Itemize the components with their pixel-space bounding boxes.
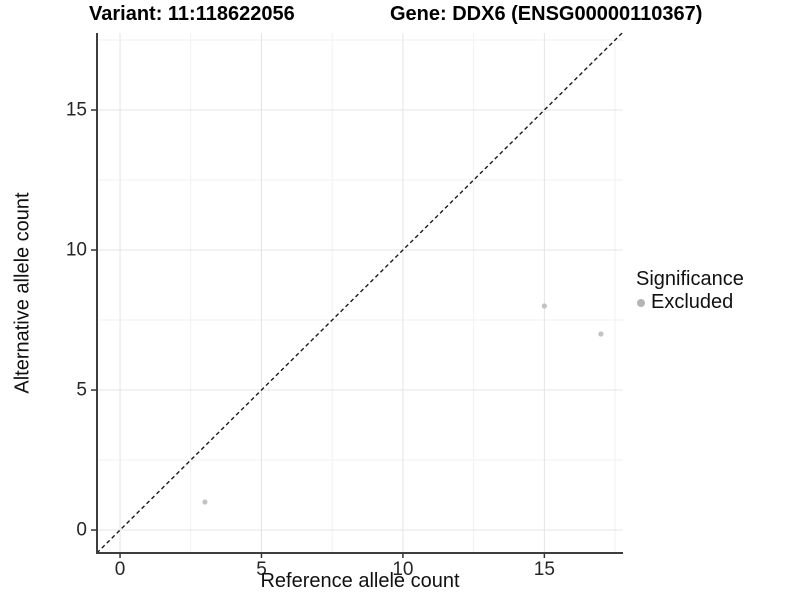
legend: Significance Excluded <box>636 268 744 314</box>
legend-item-label: Excluded <box>651 291 734 313</box>
legend-item-excluded: Excluded <box>637 291 744 314</box>
variant-title: Variant: 11:118622056 <box>89 3 295 25</box>
plot-panel: 0 5 10 15 0 5 10 15 <box>66 32 623 580</box>
data-point-excluded <box>202 499 208 505</box>
y-tick-label: 15 <box>66 100 87 121</box>
gene-title: Gene: DDX6 (ENSG00000110367) <box>390 3 703 25</box>
x-axis-title: Reference allele count <box>260 570 460 592</box>
y-axis-title: Alternative allele count <box>11 192 34 394</box>
y-tick-label: 0 <box>76 520 87 541</box>
x-tick-label: 5 <box>256 559 267 580</box>
legend-title: Significance <box>636 268 744 290</box>
x-tick-label: 0 <box>115 559 126 580</box>
x-tick-label: 15 <box>534 559 555 580</box>
excluded-point-icon <box>637 298 645 307</box>
x-tick-label: 10 <box>392 559 413 580</box>
data-point-excluded <box>541 303 547 309</box>
y-tick-label: 5 <box>76 380 87 401</box>
identity-reference-line <box>96 32 623 554</box>
y-tick-label: 10 <box>66 240 87 261</box>
plot-area-svg: 0 5 10 15 0 5 10 15 <box>66 32 623 580</box>
data-point-excluded <box>598 331 604 337</box>
